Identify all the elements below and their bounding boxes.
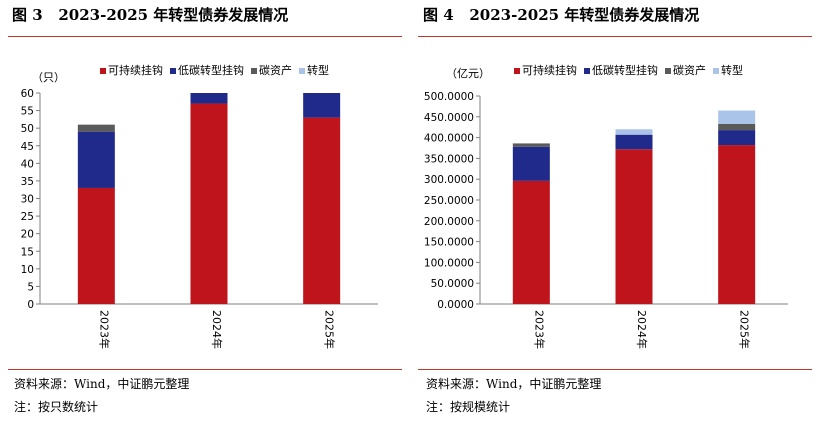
right-figure-title-text: 2023-2025 年转型债券发展情况 — [469, 6, 700, 24]
left-chart-bar-0-1 — [77, 131, 115, 188]
right-source-note: 资料来源：Wind，中证鹏元整理 — [426, 377, 602, 391]
left-chart-bar-1-0 — [190, 103, 228, 304]
right-chart-legend-label-1: 低碳转型挂钩 — [592, 63, 658, 77]
right-chart-x-tick-label-2: 2025年 — [738, 310, 752, 349]
right-chart-y-tick-label-1: 50.0000 — [431, 278, 474, 290]
left-figure-title-text: 2023-2025 年转型债券发展情况 — [58, 6, 289, 24]
right-chart-legend-swatch-2 — [665, 68, 671, 74]
left-chart-y-tick-label-5: 25 — [21, 211, 34, 223]
right-chart-legend-label-0: 可持续挂钩 — [522, 63, 577, 77]
left-figure-title: 图 3 2023-2025 年转型债券发展情况 — [12, 4, 288, 25]
left-chart-y-tick-label-4: 20 — [21, 229, 34, 241]
left-chart-x-tick-label-0: 2023年 — [97, 310, 111, 349]
right-chart-unit-label: （亿元） — [446, 67, 490, 80]
left-chart-x-tick-label-1: 2024年 — [210, 310, 224, 349]
left-chart-x-tick-label-2: 2025年 — [323, 310, 337, 349]
right-chart-legend-swatch-1 — [584, 68, 590, 74]
right-chart: （亿元） 可持续挂钩 低碳转型挂钩 碳资产 转型 0.0000 50.0000 100.000… — [424, 63, 788, 349]
right-chart-legend-label-2: 碳资产 — [673, 63, 706, 77]
right-chart-x-tick-label-0: 2023年 — [532, 310, 546, 349]
right-chart-y-tick-label-3: 150.0000 — [424, 237, 474, 249]
left-count-note: 注：按只数统计 — [14, 400, 99, 414]
right-figure-label: 图 4 — [423, 6, 454, 24]
right-figure-title: 图 4 2023-2025 年转型债券发展情况 — [423, 4, 699, 25]
left-chart-legend-swatch-1 — [170, 68, 176, 74]
left-chart-unit-label: （只） — [32, 71, 65, 84]
left-chart-y-tick-label-3: 15 — [21, 246, 34, 258]
right-bottom-rule — [418, 369, 812, 370]
left-chart-y-tick-label-11: 55 — [21, 106, 34, 118]
left-chart-legend-label-1: 低碳转型挂钩 — [178, 63, 244, 77]
right-chart-y-tick-label-4: 200.0000 — [424, 216, 474, 228]
right-chart-y-tick-label-8: 400.0000 — [424, 133, 474, 145]
right-chart-y-tick-label-7: 350.0000 — [424, 153, 474, 165]
left-chart-bar-2-1 — [303, 93, 341, 118]
left-chart: （只） 可持续挂钩 低碳转型挂钩 碳资产 转型 0 5 10 15 20 25 30 35 40 45 50 5… — [21, 63, 378, 349]
right-chart-legend-swatch-3 — [713, 68, 719, 74]
left-chart-bar-2-0 — [303, 117, 341, 304]
right-chart-bar-2-1 — [718, 130, 756, 146]
right-chart-bar-0-1 — [512, 146, 550, 181]
left-bottom-rule — [8, 369, 402, 370]
left-chart-y-tick-label-9: 45 — [21, 141, 34, 153]
right-chart-legend-label-3: 转型 — [721, 63, 743, 77]
left-chart-y-tick-label-1: 5 — [27, 281, 34, 293]
left-chart-y-tick-label-12: 60 — [21, 88, 34, 100]
right-chart-y-tick-label-0: 0.0000 — [437, 299, 474, 311]
right-chart-bar-0-0 — [512, 180, 550, 304]
right-chart-y-tick-label-2: 100.0000 — [424, 257, 474, 269]
left-chart-bar-0-2 — [77, 124, 115, 132]
right-chart-y-tick-label-10: 500.0000 — [424, 91, 474, 103]
left-chart-y-tick-label-2: 10 — [21, 264, 34, 276]
right-chart-bar-1-0 — [615, 149, 653, 304]
left-chart-legend-label-2: 碳资产 — [259, 63, 292, 77]
right-chart-y-tick-label-5: 250.0000 — [424, 195, 474, 207]
right-title-rule — [418, 36, 812, 37]
left-chart-y-tick-label-0: 0 — [27, 299, 34, 311]
left-chart-legend-label-3: 转型 — [307, 63, 329, 77]
left-chart-legend-swatch-3 — [299, 68, 305, 74]
left-chart-legend-swatch-2 — [251, 68, 257, 74]
left-chart-bar-0-0 — [77, 187, 115, 304]
right-chart-legend-swatch-0 — [514, 68, 520, 74]
left-chart-y-tick-label-8: 40 — [21, 158, 34, 170]
right-chart-bar-0-2 — [512, 143, 550, 147]
left-source-note: 资料来源：Wind，中证鹏元整理 — [14, 377, 190, 391]
right-chart-x-tick-label-1: 2024年 — [635, 310, 649, 349]
left-figure-label: 图 3 — [12, 6, 43, 24]
left-chart-y-tick-label-7: 35 — [21, 176, 34, 188]
left-chart-y-tick-label-10: 50 — [21, 123, 34, 135]
left-chart-bar-1-1 — [190, 93, 228, 104]
right-chart-bar-1-3 — [615, 129, 653, 135]
right-chart-y-tick-label-9: 450.0000 — [424, 112, 474, 124]
right-chart-bar-2-0 — [718, 145, 756, 304]
left-chart-y-tick-label-6: 30 — [21, 194, 34, 206]
right-chart-bar-1-1 — [615, 134, 653, 150]
left-title-rule — [8, 36, 402, 37]
right-chart-y-tick-label-6: 300.0000 — [424, 174, 474, 186]
left-chart-legend-swatch-0 — [100, 68, 106, 74]
right-chart-bar-2-3 — [718, 110, 756, 124]
left-chart-legend-label-0: 可持续挂钩 — [108, 63, 163, 77]
right-chart-bar-2-2 — [718, 123, 756, 131]
right-scale-note: 注：按规模统计 — [426, 400, 511, 414]
